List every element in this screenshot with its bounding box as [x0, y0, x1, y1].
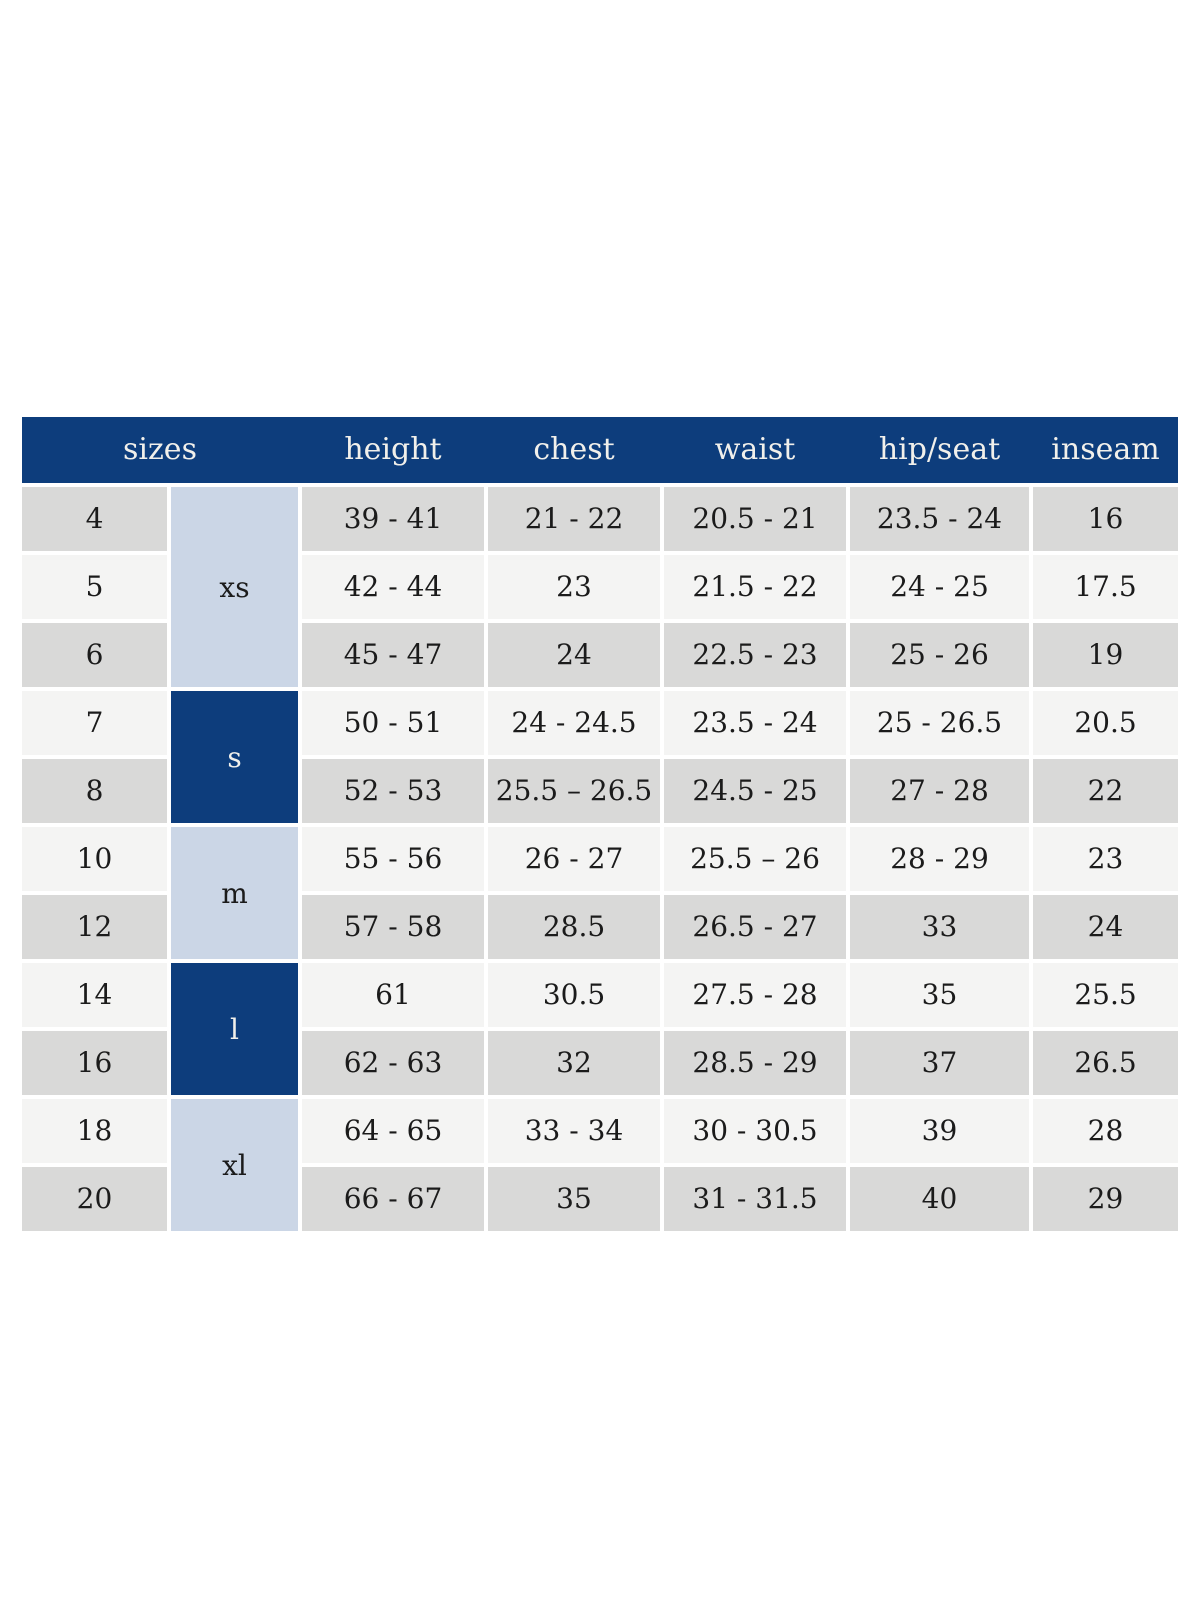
group-cell-xs: xs	[171, 487, 298, 687]
cell-height: 62 - 63	[302, 1031, 484, 1095]
cell-chest: 24	[488, 623, 660, 687]
cell-hip-seat: 35	[850, 963, 1029, 1027]
cell-inseam: 19	[1033, 623, 1178, 687]
cell-height: 61	[302, 963, 484, 1027]
cell-hip-seat: 33	[850, 895, 1029, 959]
cell-inseam: 17.5	[1033, 555, 1178, 619]
cell-waist: 21.5 - 22	[664, 555, 846, 619]
cell-waist: 22.5 - 23	[664, 623, 846, 687]
table-header-row: sizes height chest waist hip/seat inseam	[22, 417, 1178, 483]
cell-height: 42 - 44	[302, 555, 484, 619]
cell-chest: 28.5	[488, 895, 660, 959]
cell-waist: 23.5 - 24	[664, 691, 846, 755]
cell-chest: 25.5 – 26.5	[488, 759, 660, 823]
cell-hip-seat: 39	[850, 1099, 1029, 1163]
cell-waist: 28.5 - 29	[664, 1031, 846, 1095]
cell-hip-seat: 25 - 26.5	[850, 691, 1029, 755]
cell-chest: 30.5	[488, 963, 660, 1027]
cell-height: 55 - 56	[302, 827, 484, 891]
cell-inseam: 20.5	[1033, 691, 1178, 755]
cell-height: 57 - 58	[302, 895, 484, 959]
cell-size: 8	[22, 759, 167, 823]
cell-inseam: 22	[1033, 759, 1178, 823]
cell-inseam: 23	[1033, 827, 1178, 891]
cell-chest: 33 - 34	[488, 1099, 660, 1163]
cell-size: 10	[22, 827, 167, 891]
group-cell-l: l	[171, 963, 298, 1095]
cell-height: 45 - 47	[302, 623, 484, 687]
cell-inseam: 28	[1033, 1099, 1178, 1163]
cell-chest: 32	[488, 1031, 660, 1095]
cell-size: 6	[22, 623, 167, 687]
cell-waist: 20.5 - 21	[664, 487, 846, 551]
header-cell-inseam: inseam	[1051, 432, 1160, 467]
cell-inseam: 16	[1033, 487, 1178, 551]
cell-height: 52 - 53	[302, 759, 484, 823]
cell-hip-seat: 27 - 28	[850, 759, 1029, 823]
header-cell-sizes: sizes	[123, 432, 197, 467]
cell-waist: 27.5 - 28	[664, 963, 846, 1027]
group-cell-xl: xl	[171, 1099, 298, 1231]
header-cell-hip-seat: hip/seat	[878, 432, 1001, 467]
cell-chest: 35	[488, 1167, 660, 1231]
header-cell-chest: chest	[533, 432, 615, 467]
cell-size: 12	[22, 895, 167, 959]
cell-waist: 25.5 – 26	[664, 827, 846, 891]
cell-chest: 23	[488, 555, 660, 619]
cell-hip-seat: 40	[850, 1167, 1029, 1231]
cell-hip-seat: 25 - 26	[850, 623, 1029, 687]
cell-size: 18	[22, 1099, 167, 1163]
cell-hip-seat: 23.5 - 24	[850, 487, 1029, 551]
cell-waist: 26.5 - 27	[664, 895, 846, 959]
cell-height: 50 - 51	[302, 691, 484, 755]
cell-size: 14	[22, 963, 167, 1027]
cell-chest: 26 - 27	[488, 827, 660, 891]
header-cell-height: height	[344, 432, 442, 467]
cell-inseam: 29	[1033, 1167, 1178, 1231]
header-cell-waist: waist	[714, 432, 796, 467]
group-cell-m: m	[171, 827, 298, 959]
cell-inseam: 24	[1033, 895, 1178, 959]
cell-waist: 31 - 31.5	[664, 1167, 846, 1231]
cell-size: 20	[22, 1167, 167, 1231]
cell-inseam: 25.5	[1033, 963, 1178, 1027]
cell-hip-seat: 24 - 25	[850, 555, 1029, 619]
group-cell-s: s	[171, 691, 298, 823]
cell-height: 39 - 41	[302, 487, 484, 551]
size-chart-table: sizes height chest waist hip/seat inseam…	[22, 417, 1178, 1231]
cell-chest: 21 - 22	[488, 487, 660, 551]
cell-waist: 30 - 30.5	[664, 1099, 846, 1163]
cell-size: 5	[22, 555, 167, 619]
cell-waist: 24.5 - 25	[664, 759, 846, 823]
cell-size: 7	[22, 691, 167, 755]
cell-height: 66 - 67	[302, 1167, 484, 1231]
cell-inseam: 26.5	[1033, 1031, 1178, 1095]
cell-hip-seat: 28 - 29	[850, 827, 1029, 891]
cell-height: 64 - 65	[302, 1099, 484, 1163]
cell-size: 16	[22, 1031, 167, 1095]
cell-hip-seat: 37	[850, 1031, 1029, 1095]
table-body: xs s m l xl 4 39 - 41 21 - 22 20.5 - 21 …	[22, 487, 1178, 1231]
cell-size: 4	[22, 487, 167, 551]
cell-chest: 24 - 24.5	[488, 691, 660, 755]
